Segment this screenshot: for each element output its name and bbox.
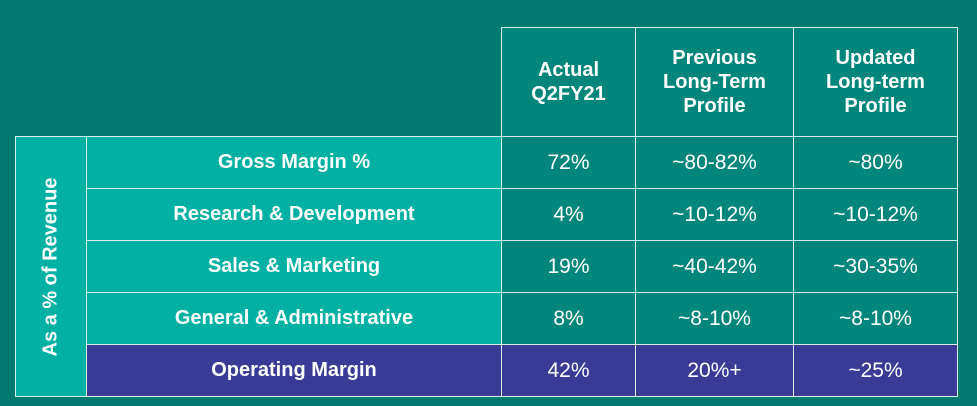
cell-previous: ~10-12% xyxy=(635,188,794,241)
cell-updated: ~10-12% xyxy=(793,188,958,241)
row-label: Gross Margin % xyxy=(86,136,502,189)
header-updated-line3: Profile xyxy=(844,95,907,117)
row-label: Research & Development xyxy=(86,188,502,241)
side-label: As a % of Revenue xyxy=(39,177,62,356)
financial-profile-table-wrapper: Actual Q2FY21 Previous Long-Term Profile… xyxy=(15,27,958,397)
cell-actual: 8% xyxy=(501,292,636,345)
table-row: Sales & Marketing 19% ~40-42% ~30-35% xyxy=(16,240,958,293)
cell-actual: 19% xyxy=(501,240,636,293)
cell-actual: 72% xyxy=(501,136,636,189)
row-label: General & Administrative xyxy=(86,292,502,345)
cell-previous: ~8-10% xyxy=(635,292,794,345)
cell-updated: ~8-10% xyxy=(793,292,958,345)
cell-updated: ~80% xyxy=(793,136,958,189)
header-actual-line2: Q2FY21 xyxy=(531,83,606,105)
header-actual-line1: Actual xyxy=(537,59,600,81)
row-label: Sales & Marketing xyxy=(86,240,502,293)
cell-actual: 4% xyxy=(501,188,636,241)
header-previous-line1: Previous xyxy=(672,47,757,69)
operating-margin-row: Operating Margin 42% 20%+ ~25% xyxy=(16,344,958,397)
header-previous-line3: Profile xyxy=(683,95,746,117)
header-blank xyxy=(16,28,502,137)
side-label-cell: As a % of Revenue xyxy=(15,136,87,397)
row-label: Operating Margin xyxy=(86,344,502,397)
table-row: Research & Development 4% ~10-12% ~10-12… xyxy=(16,188,958,241)
header-actual: Actual Q2FY21 xyxy=(501,27,636,137)
cell-previous: ~40-42% xyxy=(635,240,794,293)
header-row: Actual Q2FY21 Previous Long-Term Profile… xyxy=(16,27,958,137)
header-updated-line2: Long-term xyxy=(826,71,925,93)
header-previous-line2: Long-Term xyxy=(663,71,766,93)
cell-previous: 20%+ xyxy=(635,344,794,397)
header-updated-line1: Updated xyxy=(835,47,916,69)
table-row: As a % of Revenue Gross Margin % 72% ~80… xyxy=(15,136,958,397)
financial-profile-table: Actual Q2FY21 Previous Long-Term Profile… xyxy=(15,27,958,397)
header-previous: Previous Long-Term Profile xyxy=(635,27,794,137)
cell-updated: ~30-35% xyxy=(793,240,958,293)
header-updated: Updated Long-term Profile xyxy=(793,27,958,137)
table-row: General & Administrative 8% ~8-10% ~8-10… xyxy=(16,292,958,345)
cell-actual: 42% xyxy=(501,344,636,397)
cell-updated: ~25% xyxy=(793,344,958,397)
cell-previous: ~80-82% xyxy=(635,136,794,189)
